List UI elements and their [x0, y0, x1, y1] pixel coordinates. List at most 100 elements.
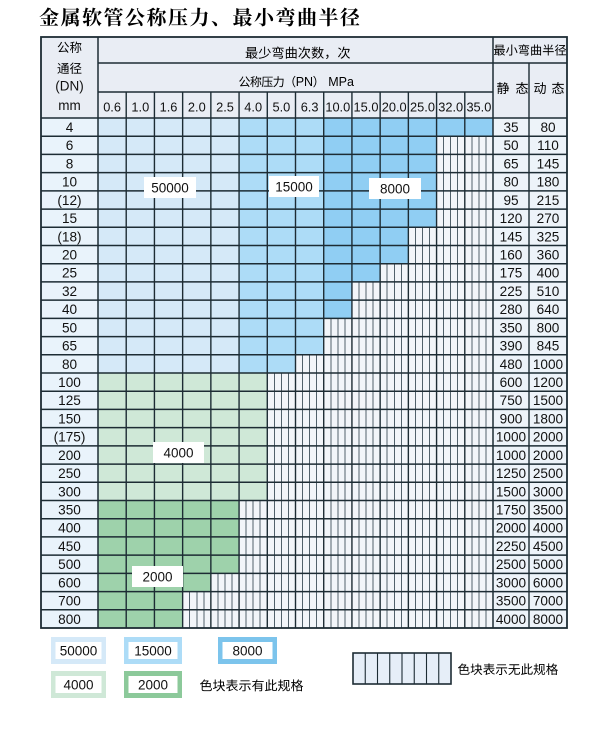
- svg-text:10: 10: [62, 175, 78, 190]
- svg-text:8000: 8000: [232, 643, 262, 658]
- svg-text:600: 600: [500, 375, 523, 390]
- svg-text:1000: 1000: [533, 357, 564, 372]
- svg-text:2500: 2500: [496, 557, 527, 572]
- svg-text:2500: 2500: [533, 466, 564, 481]
- svg-text:4000: 4000: [163, 445, 193, 460]
- svg-text:80: 80: [540, 120, 556, 135]
- svg-text:4000: 4000: [63, 677, 93, 692]
- svg-text:mm: mm: [58, 98, 81, 113]
- svg-text:MPa: MPa: [328, 75, 354, 89]
- svg-text:270: 270: [537, 211, 560, 226]
- svg-text:100: 100: [58, 375, 81, 390]
- svg-text:700: 700: [58, 594, 81, 609]
- svg-text:65: 65: [62, 339, 77, 354]
- svg-text:1000: 1000: [496, 430, 527, 445]
- svg-text:7000: 7000: [533, 594, 564, 609]
- svg-text:15000: 15000: [134, 643, 172, 658]
- svg-text:2000: 2000: [533, 430, 564, 445]
- svg-text:50000: 50000: [60, 643, 98, 658]
- svg-text:2000: 2000: [496, 521, 527, 536]
- svg-text:110: 110: [537, 138, 559, 153]
- svg-text:160: 160: [500, 248, 523, 263]
- svg-text:800: 800: [58, 612, 81, 627]
- svg-text:2000: 2000: [533, 448, 564, 463]
- svg-text:300: 300: [58, 484, 81, 499]
- svg-text:0.6: 0.6: [103, 100, 121, 115]
- svg-text:(12): (12): [57, 193, 81, 208]
- svg-text:20: 20: [62, 248, 78, 263]
- svg-text:250: 250: [58, 466, 81, 481]
- svg-text:1200: 1200: [533, 375, 564, 390]
- svg-text:35: 35: [503, 120, 518, 135]
- svg-text:175: 175: [500, 266, 523, 281]
- svg-text:1.6: 1.6: [160, 100, 178, 115]
- svg-text:32.0: 32.0: [438, 100, 463, 115]
- svg-text:750: 750: [500, 393, 523, 408]
- svg-text:6000: 6000: [533, 575, 564, 590]
- svg-text:1250: 1250: [496, 466, 527, 481]
- svg-text:1800: 1800: [533, 411, 564, 426]
- svg-text:PN: PN: [296, 75, 313, 89]
- svg-text:1500: 1500: [496, 484, 527, 499]
- svg-text:800: 800: [537, 320, 560, 335]
- svg-text:5000: 5000: [533, 557, 564, 572]
- svg-text:2000: 2000: [142, 569, 172, 584]
- svg-text:8000: 8000: [533, 612, 564, 627]
- svg-text:2.0: 2.0: [188, 100, 206, 115]
- svg-text:145: 145: [537, 156, 560, 171]
- svg-text:215: 215: [537, 193, 560, 208]
- svg-text:4000: 4000: [496, 612, 527, 627]
- svg-text:1750: 1750: [496, 503, 527, 518]
- svg-text:180: 180: [537, 175, 560, 190]
- svg-text:50000: 50000: [151, 180, 189, 195]
- svg-text:3500: 3500: [496, 594, 527, 609]
- svg-text:4: 4: [66, 120, 74, 135]
- svg-text:325: 325: [537, 229, 560, 244]
- svg-text:5.0: 5.0: [273, 100, 291, 115]
- svg-text:280: 280: [500, 302, 523, 317]
- svg-text:360: 360: [537, 248, 560, 263]
- svg-text:2250: 2250: [496, 539, 527, 554]
- svg-text:15: 15: [62, 211, 77, 226]
- svg-text:2000: 2000: [138, 677, 168, 692]
- svg-text:4000: 4000: [533, 521, 564, 536]
- svg-text:10.0: 10.0: [325, 100, 350, 115]
- svg-text:845: 845: [537, 339, 560, 354]
- svg-text:(175): (175): [54, 430, 86, 445]
- svg-text:6: 6: [66, 138, 74, 153]
- svg-text:35.0: 35.0: [466, 100, 491, 115]
- svg-text:1000: 1000: [496, 448, 527, 463]
- svg-text:350: 350: [58, 503, 81, 518]
- svg-text:2.5: 2.5: [216, 100, 234, 115]
- svg-text:3000: 3000: [533, 484, 564, 499]
- svg-text:15000: 15000: [275, 179, 313, 194]
- svg-text:510: 510: [537, 284, 560, 299]
- svg-text:95: 95: [503, 193, 518, 208]
- svg-text:150: 150: [58, 411, 81, 426]
- svg-text:225: 225: [500, 284, 523, 299]
- svg-text:120: 120: [500, 211, 523, 226]
- svg-text:25.0: 25.0: [410, 100, 435, 115]
- svg-text:400: 400: [537, 266, 560, 281]
- svg-text:(18): (18): [57, 229, 81, 244]
- svg-text:50: 50: [503, 138, 519, 153]
- svg-text:390: 390: [500, 339, 523, 354]
- svg-text:8: 8: [66, 156, 74, 171]
- svg-text:50: 50: [62, 320, 78, 335]
- svg-text:640: 640: [537, 302, 560, 317]
- svg-text:65: 65: [503, 156, 518, 171]
- svg-text:1500: 1500: [533, 393, 564, 408]
- svg-text:3500: 3500: [533, 503, 564, 518]
- svg-text:80: 80: [62, 357, 78, 372]
- svg-text:1.0: 1.0: [131, 100, 149, 115]
- svg-text:600: 600: [58, 575, 81, 590]
- svg-text:15.0: 15.0: [354, 100, 379, 115]
- svg-text:145: 145: [500, 229, 523, 244]
- svg-text:200: 200: [58, 448, 81, 463]
- svg-text:500: 500: [58, 557, 81, 572]
- svg-text:350: 350: [500, 320, 523, 335]
- svg-text:400: 400: [58, 521, 81, 536]
- svg-text:20.0: 20.0: [382, 100, 407, 115]
- svg-text:25: 25: [62, 266, 77, 281]
- svg-text:6.3: 6.3: [301, 100, 319, 115]
